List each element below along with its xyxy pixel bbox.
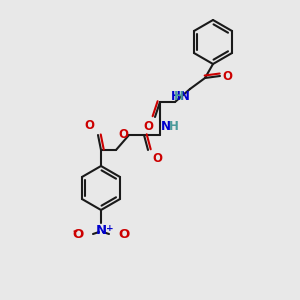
Text: +: + (106, 224, 114, 233)
Text: O: O (222, 70, 232, 83)
Text: O: O (152, 152, 162, 165)
Text: -: - (72, 224, 77, 238)
Text: O: O (84, 119, 94, 132)
Text: O: O (143, 120, 153, 133)
Text: H: H (174, 90, 184, 103)
Text: N: N (95, 224, 106, 237)
Text: H: H (169, 120, 179, 133)
Text: O: O (118, 128, 128, 140)
Text: N: N (161, 120, 171, 133)
Text: O: O (118, 227, 129, 241)
Text: HN: HN (171, 90, 191, 103)
Text: O: O (73, 227, 84, 241)
